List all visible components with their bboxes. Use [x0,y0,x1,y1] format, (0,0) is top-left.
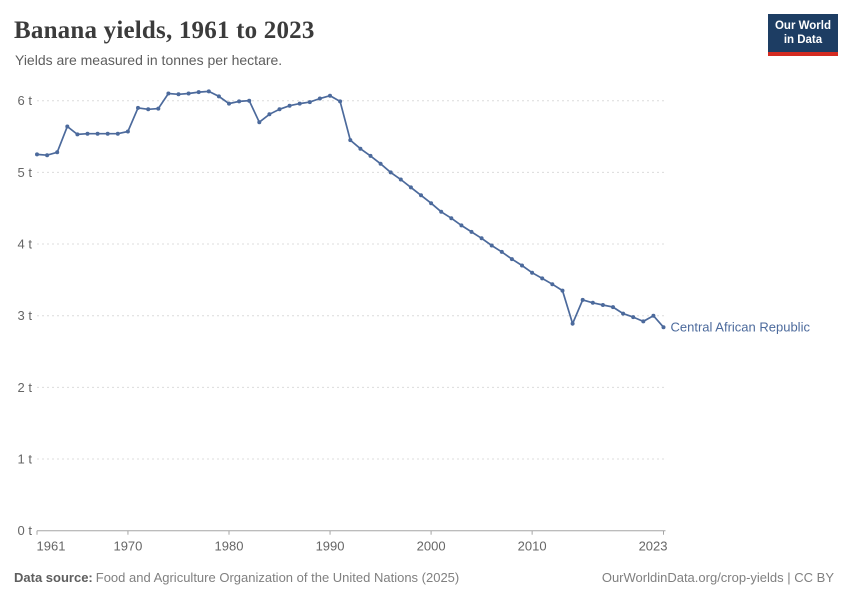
data-point [631,315,636,320]
data-point [115,131,120,136]
y-tick-label: 3 t [18,308,33,323]
owid-logo-line2: in Data [783,34,823,47]
data-point [105,131,110,136]
data-point [176,92,181,97]
data-point [85,131,90,136]
y-tick-label: 0 t [18,523,33,538]
x-tick-label: 1980 [215,539,244,554]
data-point [338,99,343,104]
data-point [297,101,302,106]
owid-logo[interactable]: Our World in Data [767,14,838,56]
data-source-text: Food and Agriculture Organization of the… [95,570,460,585]
data-point [530,270,535,275]
data-point [439,209,444,214]
data-point [227,101,231,106]
data-point [267,112,272,117]
data-point [499,249,504,254]
data-point [237,99,242,104]
y-tick-label: 2 t [18,380,33,395]
chart-title: Banana yields, 1961 to 2023 [14,17,315,44]
data-point [479,236,484,241]
data-point [408,185,413,190]
data-point [257,120,262,125]
data-point [368,153,373,158]
footer: Data source: Food and Agriculture Organiz… [14,570,834,585]
data-point [429,201,434,206]
data-point [590,300,595,305]
data-point [378,161,383,166]
data-point [419,193,423,198]
data-point [348,138,353,143]
x-tick-label: 1990 [316,539,345,554]
data-point [570,321,575,326]
x-tick-label: 2000 [417,539,446,554]
data-point [550,282,555,287]
data-point [186,91,191,96]
data-point [388,170,393,175]
data-point [540,276,545,281]
credit-link[interactable]: OurWorldinData.org/crop-yields | CC BY [601,570,834,585]
x-tick-label: 1961 [37,539,66,554]
data-point [196,90,201,95]
y-tick-label: 6 t [18,93,33,108]
data-point [156,106,161,111]
data-source-label: Data source: [14,570,93,585]
data-point [328,93,332,98]
y-tick-label: 4 t [18,237,33,252]
data-point [55,150,60,155]
x-tick-label: 2023 [639,539,668,554]
data-point [136,105,140,110]
data-point [560,288,565,293]
data-point [65,124,70,129]
data-point [600,303,605,307]
data-point [95,131,100,136]
line-chart[interactable]: 0 t 1 t 2 t 3 t 4 t 5 t 6 t 1961 1970 1980 1990 200… [0,0,850,560]
chart-subtitle: Yields are measured in tonnes per hectar… [15,52,283,68]
data-point [216,94,221,99]
data-point [651,313,656,318]
data-point [287,103,292,108]
data-point [358,146,363,151]
data-point [125,129,130,134]
data-point [307,100,312,105]
data-point [317,96,322,101]
data-point [398,177,403,182]
y-tick-label: 5 t [18,165,33,180]
data-point [35,152,39,157]
data-point [459,223,464,228]
y-tick-label: 1 t [18,452,33,467]
data-point [611,305,615,310]
data-point [247,98,252,103]
data-point [520,263,524,268]
owid-logo-line1: Our World [774,20,831,32]
x-tick-label: 2010 [518,539,547,554]
data-point [45,153,50,158]
data-point [661,325,666,330]
data-point [75,132,80,137]
data-point [621,311,626,316]
x-tick-label: 1970 [113,539,142,554]
series-line [36,90,665,328]
series-end-label: Central African Republic [671,320,811,335]
data-point [580,297,585,302]
data-point [489,243,494,248]
data-point [469,229,474,234]
data-point [166,91,171,96]
data-source[interactable]: Data source: Food and Agriculture Organiz… [14,570,459,585]
data-point [206,89,211,94]
data-point [277,107,282,112]
data-point [641,319,646,324]
data-point [509,257,514,262]
data-point [449,216,454,221]
data-point [146,107,151,112]
